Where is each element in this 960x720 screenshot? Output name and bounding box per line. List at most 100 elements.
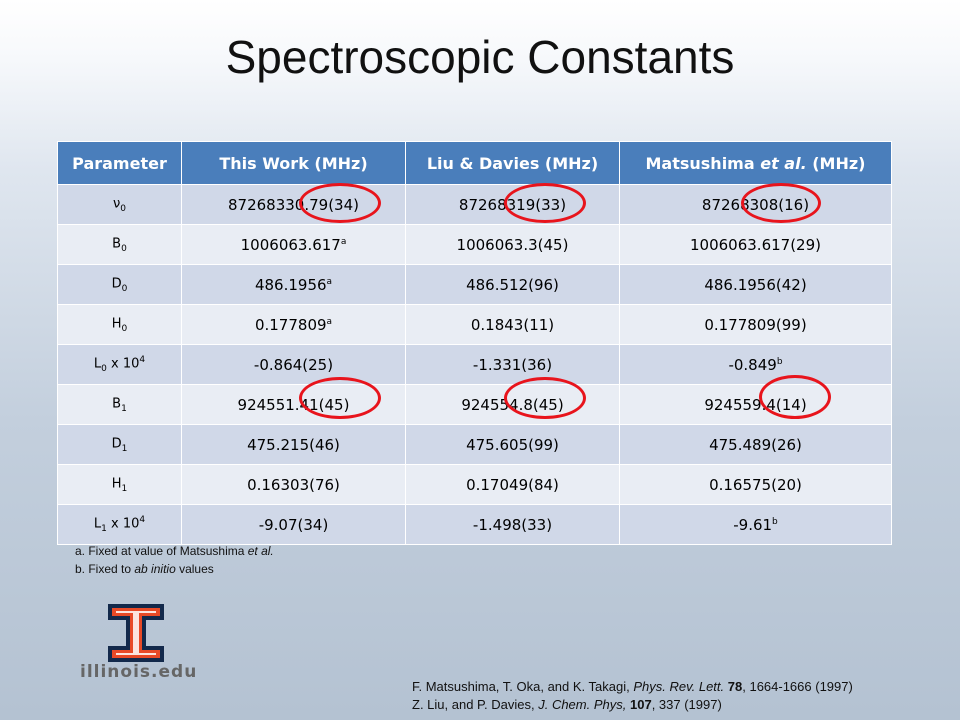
reference-2: Z. Liu, and P. Davies, J. Chem. Phys, 10… <box>412 696 853 714</box>
footnotes: a. Fixed at value of Matsushima et al. b… <box>75 542 274 578</box>
table-row: L0 x 104 -0.864(25) -1.331(36) -0.849b <box>57 344 892 385</box>
header-matsushima-name: Matsushima <box>645 153 761 173</box>
reference-1: F. Matsushima, T. Oka, and K. Takagi, Ph… <box>412 678 853 696</box>
matsushima-value: 0.177809(99) <box>704 315 807 334</box>
matsushima-value: -9.61 <box>733 515 773 534</box>
ref2-pages: , 337 (1997) <box>651 697 722 712</box>
matsushima-value: 924559.4(14) <box>704 395 807 414</box>
this-work-footnote: a <box>326 316 333 327</box>
this-work-footnote: a <box>326 276 333 287</box>
cell-liu-davies: 486.512(96) <box>405 264 620 305</box>
table-row: ν0 87268330.79(34) 87268319(33) 87268308(16… <box>57 184 892 225</box>
param-symbol: ν <box>113 196 121 212</box>
param-symbol: B <box>112 396 122 412</box>
cell-this-work: 1006063.617a <box>181 224 406 265</box>
matsushima-value: 0.16575(20) <box>709 475 802 494</box>
param-symbol: D <box>111 436 122 452</box>
header-parameter: Parameter <box>57 141 182 185</box>
cell-liu-davies: -1.498(33) <box>405 504 620 545</box>
cell-parameter: D1 <box>57 424 182 465</box>
cell-liu-davies: 924554.8(45) <box>405 384 620 425</box>
footnote-b-text: b. Fixed to <box>75 562 135 576</box>
this-work-value: 0.177809 <box>254 315 327 334</box>
cell-matsushima: 1006063.617(29) <box>619 224 892 265</box>
param-subscript: 0 <box>121 283 128 294</box>
cell-this-work: 87268330.79(34) <box>181 184 406 225</box>
cell-parameter: H1 <box>57 464 182 505</box>
param-subscript: 1 <box>101 523 107 534</box>
param-subscript: 0 <box>101 363 107 374</box>
param-symbol: H <box>111 476 122 492</box>
references: F. Matsushima, T. Oka, and K. Takagi, Ph… <box>412 678 853 714</box>
table-row: H0 0.177809a 0.1843(11) 0.177809(99) <box>57 304 892 345</box>
param-subscript: 1 <box>121 403 127 414</box>
cell-matsushima: -0.849b <box>619 344 892 385</box>
param-subscript: 1 <box>121 443 128 454</box>
cell-parameter: H0 <box>57 304 182 345</box>
logo-text: illinois.edu <box>80 662 198 682</box>
this-work-value: 475.215(46) <box>247 435 340 454</box>
footnote-b: b. Fixed to ab initio values <box>75 560 274 578</box>
cell-parameter: L0 x 104 <box>57 344 182 385</box>
table-row: B1 924551.41(45) 924554.8(45) 924559.4(14) <box>57 384 892 425</box>
table-row: B0 1006063.617a 1006063.3(45) 1006063.617(2… <box>57 224 892 265</box>
cell-matsushima: 475.489(26) <box>619 424 892 465</box>
cell-this-work: 924551.41(45) <box>181 384 406 425</box>
param-multiplier: x 10 <box>106 516 140 532</box>
ref1-authors: F. Matsushima, T. Oka, and K. Takagi, <box>412 679 634 694</box>
footnote-a-etal: et al. <box>247 544 274 558</box>
ref2-volume: 107 <box>629 697 652 712</box>
param-symbol: L <box>93 356 102 372</box>
this-work-value: 87268330.79(34) <box>228 195 359 214</box>
cell-matsushima: 0.16575(20) <box>619 464 892 505</box>
cell-this-work: 0.177809a <box>181 304 406 345</box>
ref2-authors: Z. Liu, and P. Davies, <box>412 697 539 712</box>
header-matsushima-unit: (MHz) <box>806 153 866 173</box>
cell-liu-davies: 0.1843(11) <box>405 304 620 345</box>
param-exponent: 4 <box>139 355 146 366</box>
ref1-volume: 78 <box>727 679 743 694</box>
ref1-journal: Phys. Rev. Lett. <box>633 679 725 694</box>
cell-this-work: -9.07(34) <box>181 504 406 545</box>
cell-this-work: 486.1956a <box>181 264 406 305</box>
cell-matsushima: 0.177809(99) <box>619 304 892 345</box>
header-liu-davies: Liu & Davies (MHz) <box>405 141 620 185</box>
param-symbol: D <box>111 276 122 292</box>
cell-this-work: 0.16303(76) <box>181 464 406 505</box>
header-this-work: This Work (MHz) <box>181 141 406 185</box>
table-row: L1 x 104 -9.07(34) -1.498(33) -9.61b <box>57 504 892 545</box>
this-work-value: 924551.41(45) <box>237 395 350 414</box>
param-exponent: 4 <box>139 515 146 526</box>
param-subscript: 0 <box>121 243 127 254</box>
param-subscript: 1 <box>121 483 128 494</box>
footnote-b-end: values <box>175 562 214 576</box>
param-subscript: 0 <box>121 323 128 334</box>
cell-matsushima: -9.61b <box>619 504 892 545</box>
this-work-footnote: a <box>340 236 347 247</box>
table-row: D0 486.1956a 486.512(96) 486.1956(42) <box>57 264 892 305</box>
this-work-value: 1006063.617 <box>240 235 341 254</box>
cell-parameter: B0 <box>57 224 182 265</box>
this-work-value: 0.16303(76) <box>247 475 340 494</box>
cell-liu-davies: 87268319(33) <box>405 184 620 225</box>
block-i-logo-icon <box>108 604 164 662</box>
cell-this-work: -0.864(25) <box>181 344 406 385</box>
matsushima-value: 1006063.617(29) <box>690 235 821 254</box>
this-work-value: -0.864(25) <box>253 355 334 374</box>
cell-this-work: 475.215(46) <box>181 424 406 465</box>
cell-liu-davies: 0.17049(84) <box>405 464 620 505</box>
table-header-row: Parameter This Work (MHz) Liu & Davies (… <box>57 141 892 185</box>
cell-parameter: ν0 <box>57 184 182 225</box>
constants-table: Parameter This Work (MHz) Liu & Davies (… <box>57 141 892 545</box>
matsushima-value: -0.849 <box>728 355 777 374</box>
cell-liu-davies: -1.331(36) <box>405 344 620 385</box>
matsushima-value: 486.1956(42) <box>704 275 807 294</box>
footnote-a: a. Fixed at value of Matsushima et al. <box>75 542 274 560</box>
cell-liu-davies: 475.605(99) <box>405 424 620 465</box>
this-work-value: 486.1956 <box>254 275 327 294</box>
matsushima-footnote: b <box>772 516 778 527</box>
cell-matsushima: 924559.4(14) <box>619 384 892 425</box>
cell-matsushima: 87268308(16) <box>619 184 892 225</box>
cell-matsushima: 486.1956(42) <box>619 264 892 305</box>
param-subscript: 0 <box>120 203 126 214</box>
